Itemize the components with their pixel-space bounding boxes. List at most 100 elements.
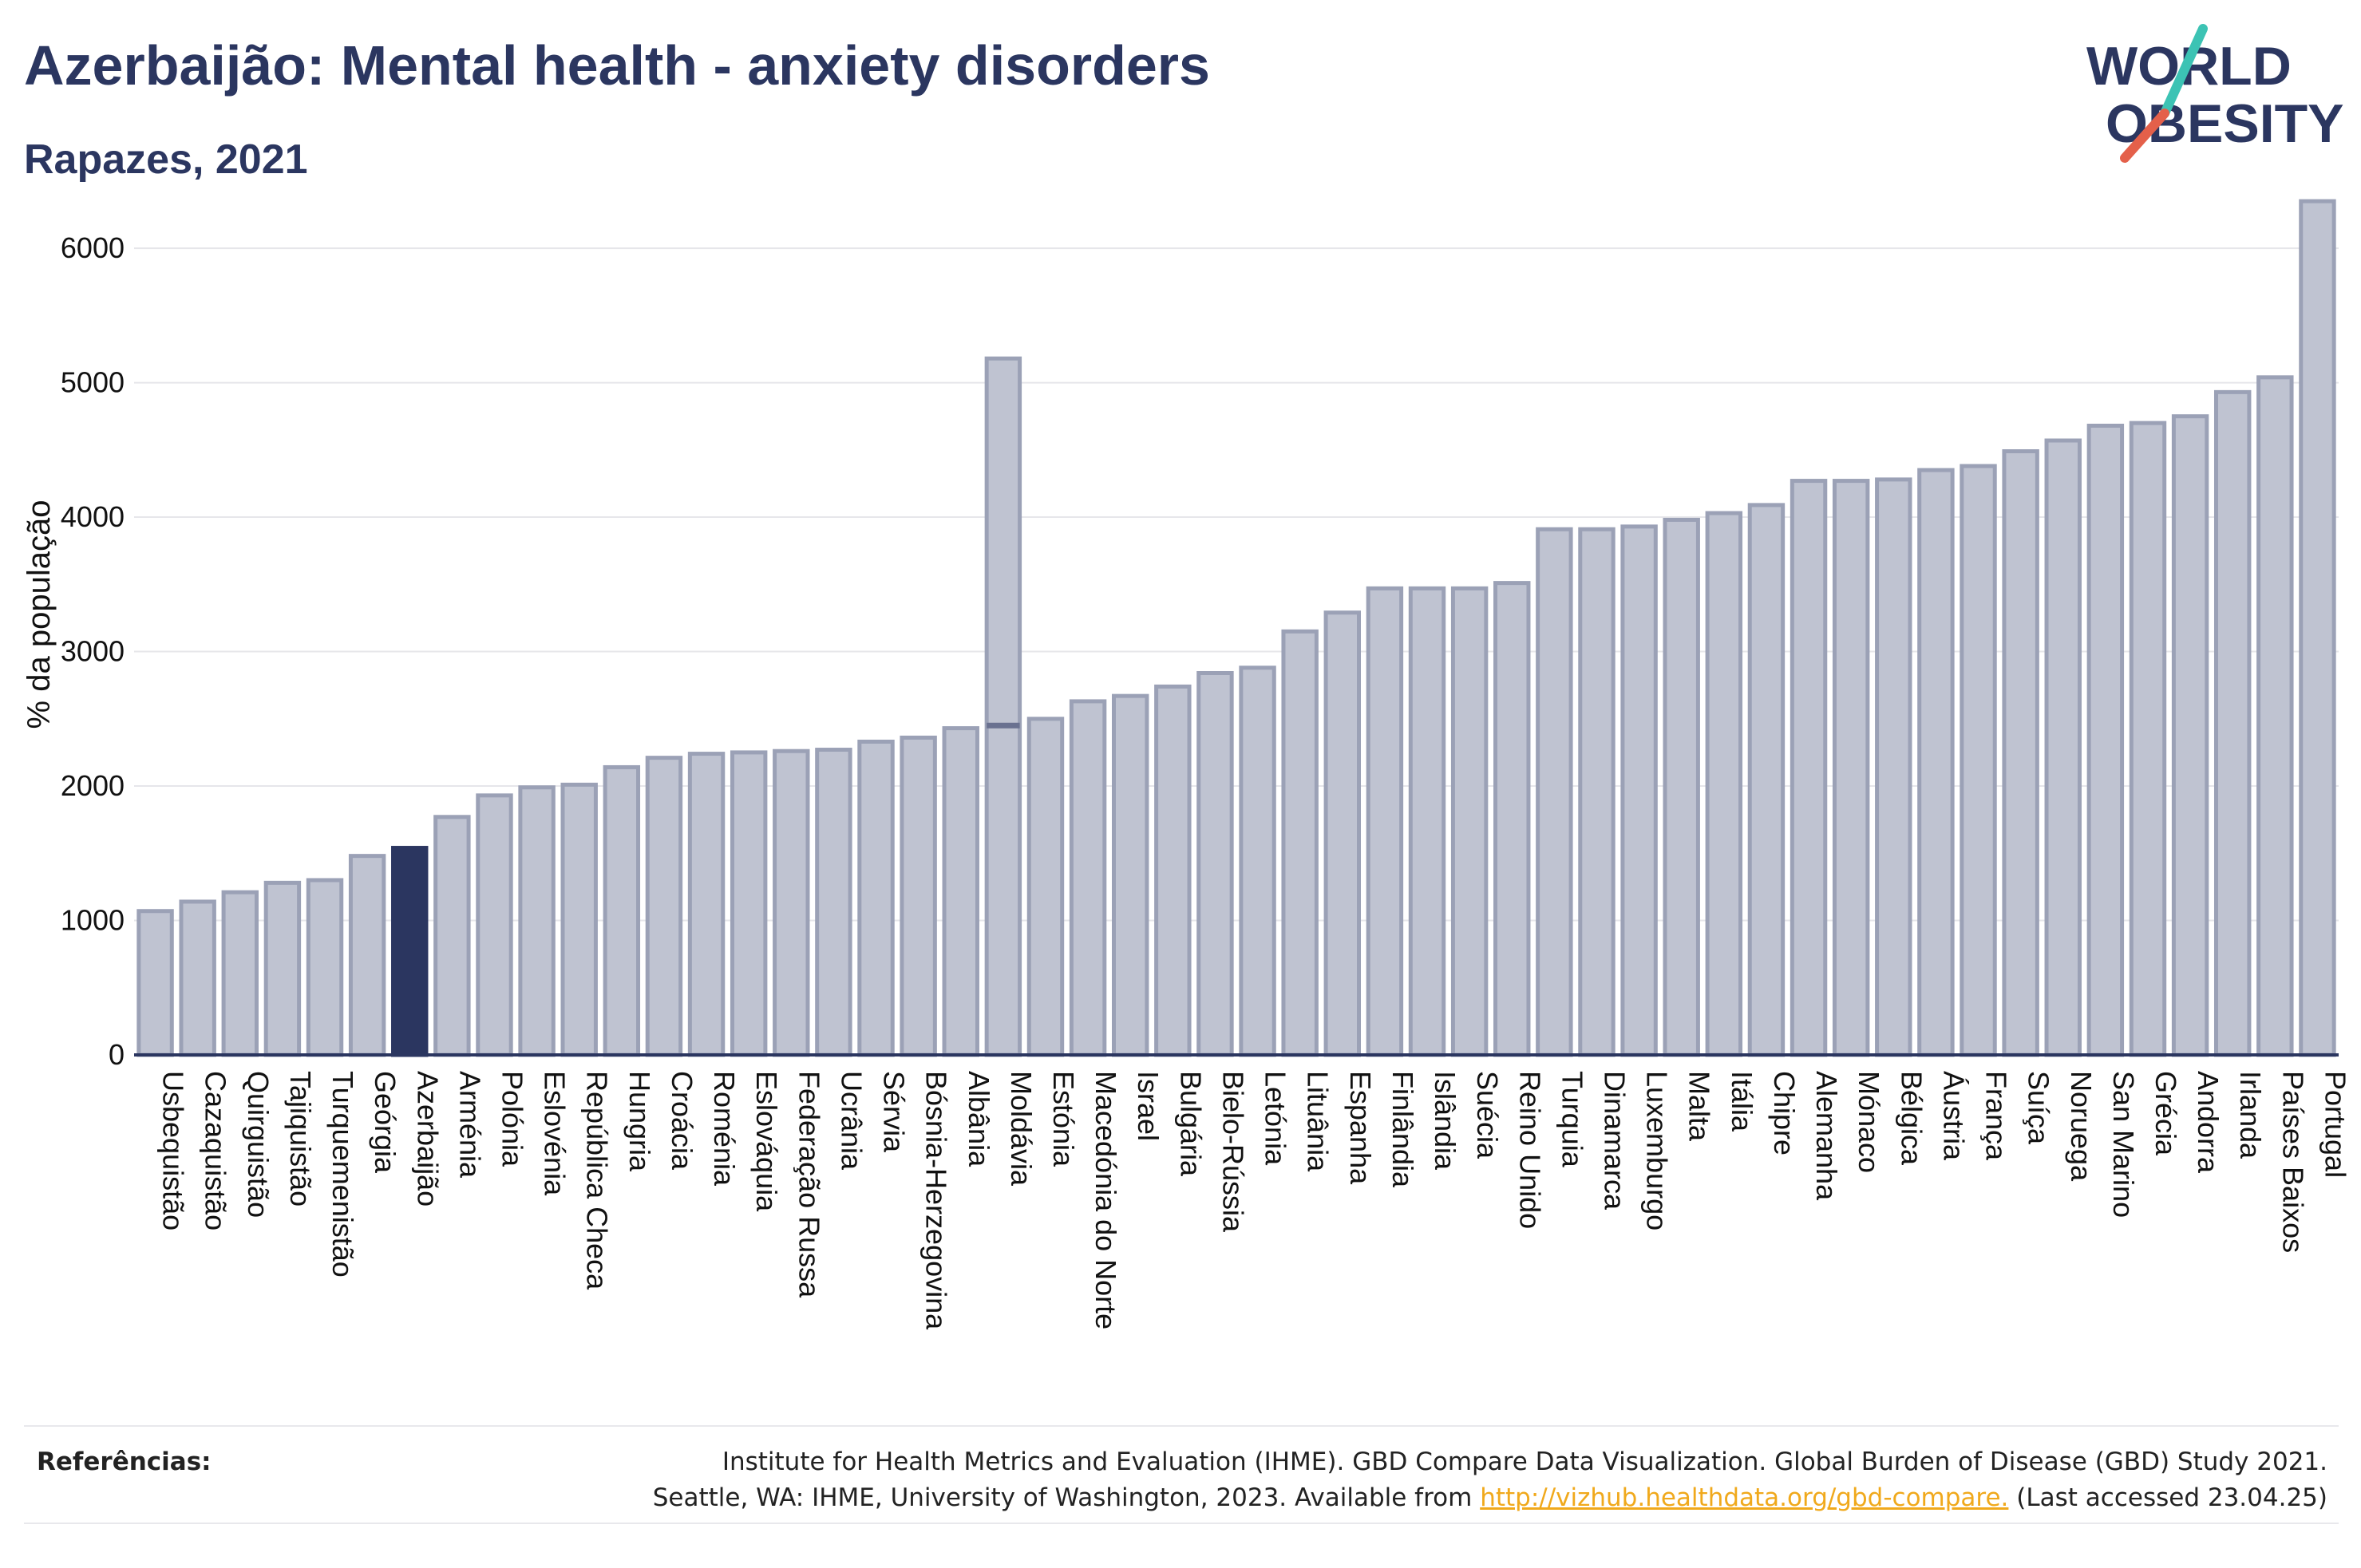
references-line-2-prefix: Seattle, WA: IHME, University of Washing… — [652, 1483, 1481, 1512]
bar-espanha — [1323, 610, 1362, 1057]
bar-sérvia — [857, 739, 895, 1057]
bar-malta — [1663, 517, 1700, 1057]
references-label: Referências: — [37, 1448, 212, 1476]
x-tick-label: Irlanda — [2234, 1071, 2267, 1159]
bar-bósnia-herzegovina — [900, 735, 937, 1057]
bar-moldávia — [984, 356, 1022, 1057]
bar-usbequistão — [136, 909, 174, 1057]
bar-arménia — [433, 815, 471, 1057]
bar-eslováquia — [730, 750, 768, 1057]
bars — [136, 199, 2336, 1057]
bar-turquemenistão — [306, 878, 344, 1057]
bar-estónia — [1026, 717, 1065, 1057]
bar-azerbaijão — [391, 846, 429, 1057]
bar-israel — [1111, 693, 1149, 1057]
x-tick-label: Luxemburgo — [1641, 1071, 1674, 1230]
x-tick-label: Grécia — [2149, 1071, 2182, 1156]
x-tick-label: Reino Unido — [1513, 1071, 1546, 1229]
bar-chart: 0 1000 2000 3000 4000 5000 6000 Usbequistão Caz… — [22, 199, 2352, 1330]
x-tick-label: Bélgica — [1895, 1071, 1928, 1166]
bar-países-baixos — [2256, 375, 2294, 1057]
bar-geórgia — [348, 854, 386, 1057]
x-tick-label: Bielo-Rússia — [1216, 1071, 1249, 1233]
bar-albânia — [942, 726, 979, 1057]
references-line-1: Institute for Health Metrics and Evaluat… — [722, 1448, 2327, 1476]
x-tick-label: Federação Russa — [793, 1071, 825, 1298]
bar-bulgária — [1154, 684, 1192, 1057]
bar-hungria — [603, 764, 641, 1057]
x-tick-label: Quirguistão — [242, 1071, 275, 1218]
x-tick-label: Chipre — [1768, 1071, 1801, 1155]
y-tick-label: 2000 — [61, 769, 125, 802]
bar-suécia — [1450, 586, 1489, 1057]
bar-áustria — [1917, 468, 1955, 1057]
x-tick-labels: Usbequistão Cazaquistão Quirguistão Tajiqui… — [157, 1071, 2352, 1330]
x-tick-label: Mónaco — [1853, 1071, 1885, 1173]
x-tick-label: Tajiquistão — [284, 1071, 317, 1207]
bar-eslovénia — [518, 785, 556, 1057]
bar-itália — [1705, 511, 1743, 1057]
bar-tajiquistão — [263, 880, 302, 1057]
x-tick-label: Malta — [1683, 1071, 1716, 1142]
x-tick-label: Itália — [1726, 1071, 1758, 1132]
x-tick-label: Albânia — [963, 1071, 995, 1167]
x-tick-label: Suécia — [1471, 1071, 1504, 1159]
gbd-compare-link[interactable]: http://vizhub.healthdata.org/gbd-compare… — [1480, 1483, 2009, 1512]
logo-word-obesity: OBESITY — [2106, 93, 2344, 154]
world-obesity-logo: WORLD OBESITY — [2086, 24, 2344, 163]
bar-federação-russa — [773, 748, 810, 1057]
bar-letónia — [1239, 666, 1276, 1057]
x-tick-label: Islândia — [1429, 1071, 1461, 1171]
x-tick-label: Hungria — [623, 1071, 656, 1172]
x-tick-label: Suíça — [2023, 1071, 2055, 1145]
bar-macedónia-do-norte — [1069, 699, 1107, 1057]
y-tick-label: 4000 — [61, 500, 125, 533]
footer-divider-top — [24, 1425, 2339, 1427]
references-line-2: Seattle, WA: IHME, University of Washing… — [653, 1480, 2327, 1516]
x-tick-label: Cazaquistão — [200, 1071, 232, 1230]
bar-grécia — [2129, 421, 2167, 1057]
x-tick-label: França — [1980, 1071, 2013, 1161]
x-tick-label: Andorra — [2192, 1071, 2225, 1174]
x-tick-label: Finlândia — [1386, 1071, 1419, 1188]
bar-san-marino — [2086, 423, 2125, 1057]
y-tick-label: 0 — [109, 1038, 125, 1071]
bar-ucrânia — [815, 748, 852, 1057]
x-tick-label: Moldávia — [1005, 1071, 1038, 1187]
bar-polónia — [476, 793, 513, 1057]
y-tick-label: 5000 — [61, 366, 125, 399]
y-axis-label: % da população — [22, 500, 57, 729]
bar-irlanda — [2213, 389, 2252, 1057]
x-tick-label: Ucrânia — [835, 1071, 868, 1171]
x-tick-label: Croácia — [666, 1071, 698, 1171]
chart-title: Azerbaijão: Mental health - anxiety diso… — [24, 34, 1210, 97]
x-tick-label: San Marino — [2107, 1071, 2140, 1218]
x-tick-label: Eslovénia — [539, 1071, 571, 1196]
x-tick-label: Polónia — [496, 1071, 528, 1167]
x-tick-label: Espanha — [1344, 1071, 1377, 1185]
bar-alemanha — [1790, 479, 1828, 1057]
bar-quirguistão — [221, 890, 259, 1057]
bar-lituânia — [1281, 629, 1319, 1057]
bar-suíça — [2002, 449, 2039, 1057]
x-tick-label: Noruega — [2065, 1071, 2098, 1182]
bar-frança — [1960, 464, 1997, 1057]
bar-bélgica — [1875, 477, 1912, 1057]
bar-república-checa — [560, 782, 598, 1057]
bar-finlândia — [1366, 586, 1404, 1057]
x-tick-label: Turquia — [1556, 1071, 1588, 1168]
x-tick-label: Sérvia — [878, 1071, 911, 1153]
bar-turquia — [1536, 527, 1573, 1057]
y-tick-label: 3000 — [61, 635, 125, 668]
y-tick-label: 1000 — [61, 904, 125, 937]
bar-croácia — [645, 756, 683, 1057]
bar-roménia — [687, 752, 726, 1057]
x-tick-label: Bósnia-Herzegovina — [920, 1071, 953, 1330]
bar-noruega — [2044, 438, 2082, 1057]
references-text: Institute for Health Metrics and Evaluat… — [653, 1444, 2327, 1516]
x-tick-label: Turquemenistão — [326, 1071, 359, 1278]
x-tick-label: Países Baixos — [2276, 1071, 2309, 1253]
x-tick-label: Dinamarca — [1598, 1071, 1631, 1211]
x-tick-label: Roménia — [708, 1071, 741, 1187]
x-tick-label: Bulgária — [1174, 1071, 1207, 1177]
